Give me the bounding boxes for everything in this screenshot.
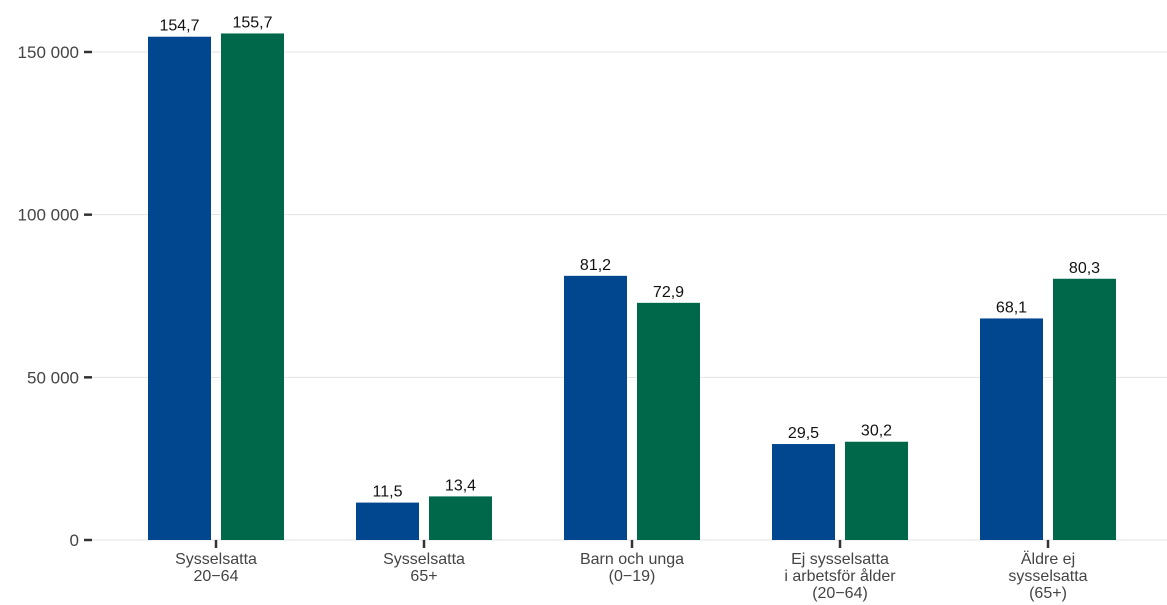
bar xyxy=(221,33,284,541)
bar xyxy=(637,302,700,540)
bars xyxy=(148,33,1116,541)
y-axis: 0 50 000 100 000 150 000 xyxy=(18,43,92,550)
data-label: 72,9 xyxy=(653,284,684,301)
bar xyxy=(772,444,835,540)
data-label: 29,5 xyxy=(788,425,819,442)
bar xyxy=(980,318,1043,540)
bar xyxy=(845,441,908,540)
data-label: 155,7 xyxy=(232,14,272,31)
y-tick-label: 100 000 xyxy=(18,206,79,225)
x-tick-label: (0−19) xyxy=(609,568,656,585)
y-tick-label: 0 xyxy=(70,531,79,550)
bar xyxy=(356,502,419,540)
data-label: 80,3 xyxy=(1069,260,1100,277)
data-label: 13,4 xyxy=(445,477,476,494)
bar xyxy=(1053,278,1116,540)
x-tick-label: i arbetsför ålder xyxy=(784,567,896,585)
x-tick-label: 65+ xyxy=(410,568,437,585)
x-tick-label: 20−64 xyxy=(194,568,239,585)
y-tick-label: 50 000 xyxy=(27,368,79,387)
bar xyxy=(148,36,211,541)
x-tick-label: Äldre ej xyxy=(1021,550,1075,568)
data-label: 11,5 xyxy=(373,484,403,501)
x-tick-label: sysselsatta xyxy=(1008,568,1087,585)
data-label: 30,2 xyxy=(861,423,892,440)
data-label: 68,1 xyxy=(996,299,1027,316)
x-tick-label: (65+) xyxy=(1029,585,1067,602)
x-tick-label: Barn och unga xyxy=(580,551,684,568)
data-label: 154,7 xyxy=(159,18,199,35)
x-tick-label: (20−64) xyxy=(812,585,868,602)
x-tick-label: Sysselsatta xyxy=(383,551,465,568)
bar xyxy=(564,275,627,540)
bar xyxy=(429,496,492,540)
data-labels: 154,7 155,7 11,5 13,4 81,2 72,9 29,5 30,2 68,1 80… xyxy=(159,14,1100,500)
y-tick-label: 150 000 xyxy=(18,43,79,62)
data-label: 81,2 xyxy=(580,257,611,274)
x-tick-label: Sysselsatta xyxy=(175,551,257,568)
x-tick-label: Ej sysselsatta xyxy=(791,551,889,568)
